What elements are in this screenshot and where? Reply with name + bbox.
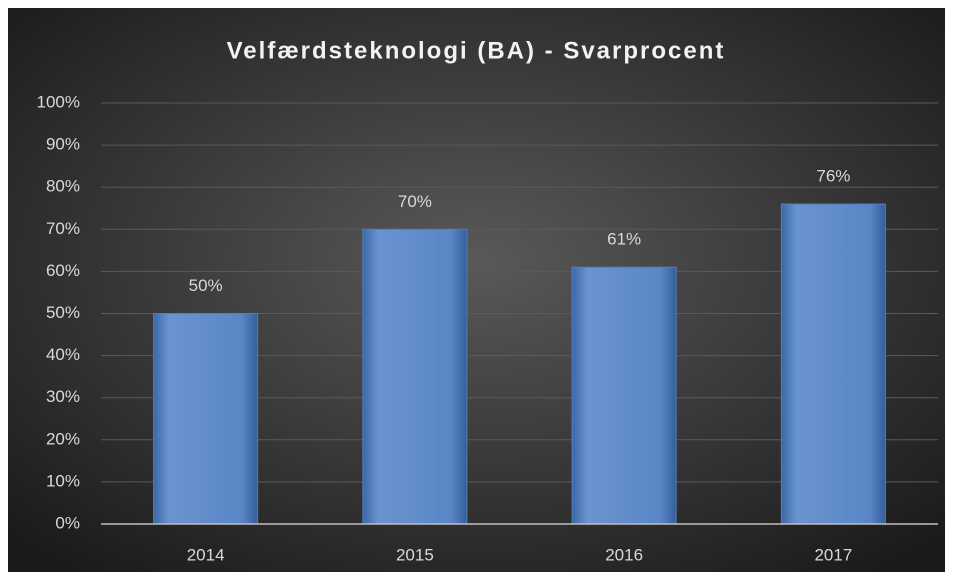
data-label: 50%: [189, 276, 223, 295]
bar: [571, 266, 677, 525]
x-tick-label: 2016: [605, 545, 643, 564]
y-tick-label: 20%: [46, 429, 80, 448]
y-tick-label: 40%: [46, 345, 80, 364]
data-label: 70%: [398, 192, 432, 211]
bar: [153, 313, 259, 525]
y-tick-label: 90%: [46, 135, 80, 154]
y-tick-label: 80%: [46, 177, 80, 196]
bar: [362, 228, 468, 525]
x-tick-label: 2014: [187, 545, 225, 564]
chart-title: Velfærdsteknologi (BA) - Svarprocent: [227, 37, 726, 64]
x-tick-label: 2015: [396, 545, 434, 564]
y-tick-label: 50%: [46, 303, 80, 322]
y-tick-label: 70%: [46, 219, 80, 238]
y-tick-label: 60%: [46, 261, 80, 280]
y-tick-label: 10%: [46, 471, 80, 490]
data-label: 76%: [816, 167, 850, 186]
x-tick-label: 2017: [814, 545, 852, 564]
y-tick-label: 30%: [46, 387, 80, 406]
y-tick-label: 100%: [37, 92, 80, 111]
y-tick-label: 0%: [55, 513, 80, 532]
data-label: 61%: [607, 230, 641, 249]
bar: [780, 203, 886, 525]
